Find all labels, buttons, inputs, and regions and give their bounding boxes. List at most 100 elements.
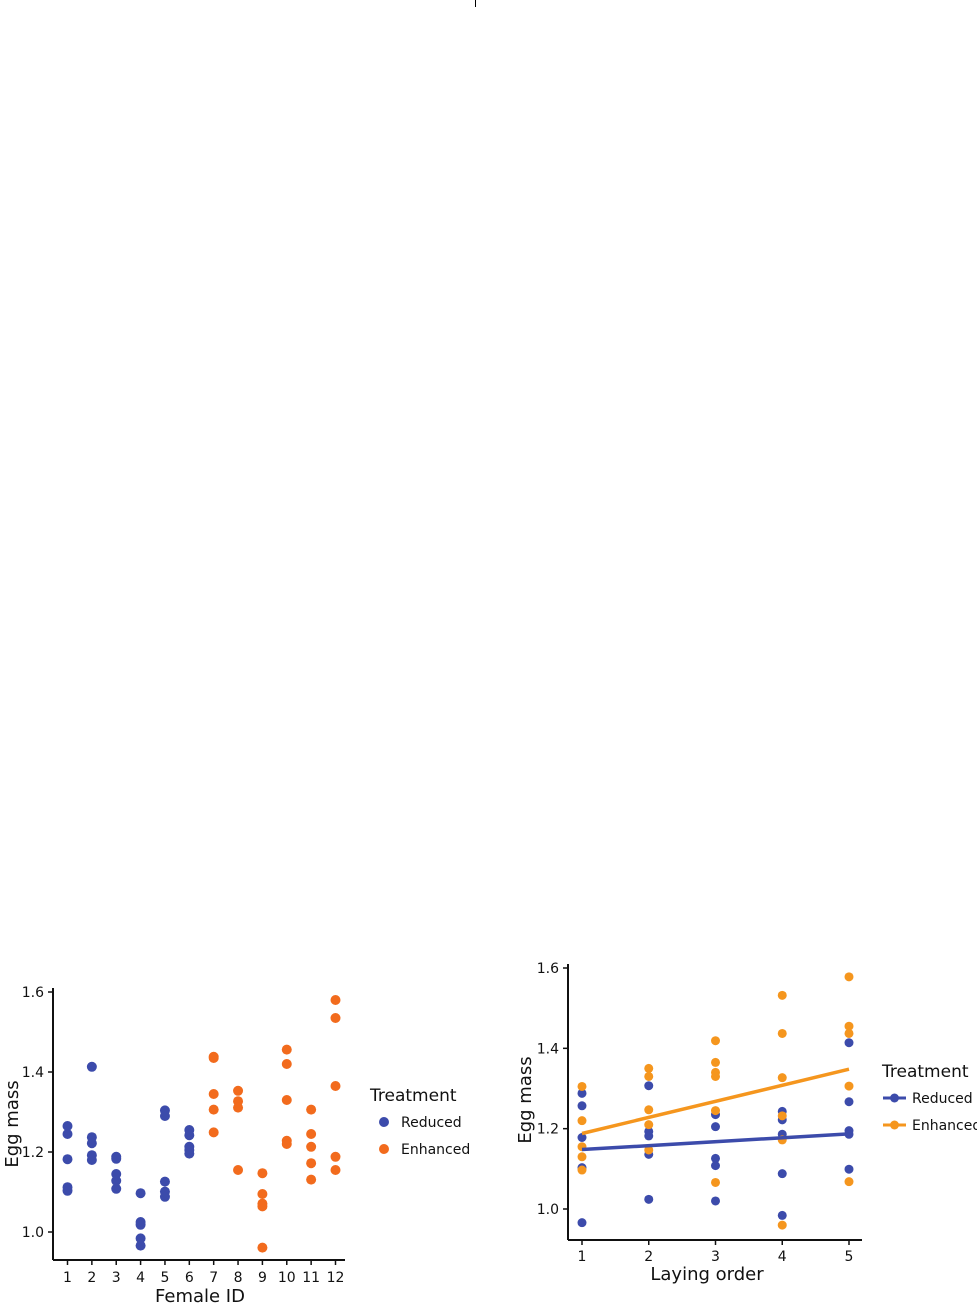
data-point-reduced xyxy=(577,1218,587,1228)
data-point-reduced xyxy=(644,1131,654,1141)
data-point-enhanced xyxy=(306,1129,317,1139)
legend-label-reduced: Reduced xyxy=(912,1091,973,1107)
data-point-reduced xyxy=(184,1148,195,1159)
data-point-enhanced xyxy=(777,1220,787,1230)
data-point-enhanced xyxy=(577,1081,587,1091)
data-point-enhanced xyxy=(711,1177,720,1187)
legend-marker-enhanced xyxy=(890,1120,899,1130)
data-point-enhanced xyxy=(644,1145,654,1155)
legend-marker-reduced xyxy=(379,1117,389,1127)
data-point-enhanced xyxy=(257,1201,268,1212)
data-point-reduced xyxy=(135,1219,146,1230)
data-point-enhanced xyxy=(777,1028,787,1038)
legend-marker-enhanced xyxy=(379,1144,389,1154)
x-tick-label: 5 xyxy=(160,1270,169,1286)
data-point-enhanced xyxy=(208,1104,219,1115)
y-tick-label: 1.4 xyxy=(22,1065,44,1081)
data-point-enhanced xyxy=(711,1106,720,1116)
x-tick-label: 4 xyxy=(136,1270,145,1286)
data-point-enhanced xyxy=(208,1127,219,1138)
x-tick-label: 9 xyxy=(258,1270,267,1286)
data-point-reduced xyxy=(159,1191,170,1202)
y-tick-label: 1.6 xyxy=(537,961,559,977)
data-point-enhanced xyxy=(233,1102,244,1113)
data-point-enhanced xyxy=(330,1013,341,1023)
y-tick-label: 1.0 xyxy=(537,1202,559,1218)
data-point-enhanced xyxy=(330,1165,341,1175)
y-tick-label: 1.2 xyxy=(22,1145,44,1161)
data-point-reduced xyxy=(777,1169,787,1179)
x-tick-label: 12 xyxy=(327,1270,345,1286)
y-axis-title: Egg mass xyxy=(2,1080,23,1167)
data-point-enhanced xyxy=(257,1189,268,1199)
data-point-enhanced xyxy=(281,1095,292,1105)
x-tick-label: 3 xyxy=(711,1249,720,1265)
data-point-reduced xyxy=(184,1130,195,1141)
x-tick-label: 2 xyxy=(87,1270,96,1286)
data-point-enhanced xyxy=(233,1165,244,1175)
data-point-reduced xyxy=(62,1154,73,1165)
data-point-enhanced xyxy=(330,995,341,1005)
data-point-reduced xyxy=(711,1196,720,1206)
data-point-enhanced xyxy=(777,1111,787,1121)
x-tick-label: 1 xyxy=(63,1270,72,1286)
data-point-enhanced xyxy=(306,1158,317,1169)
data-point-enhanced xyxy=(844,1081,854,1091)
data-point-enhanced xyxy=(233,1085,244,1096)
data-point-reduced xyxy=(135,1240,146,1251)
data-point-reduced xyxy=(135,1188,146,1199)
data-point-reduced xyxy=(86,1155,97,1165)
data-point-reduced xyxy=(111,1175,122,1186)
data-point-enhanced xyxy=(257,1242,268,1253)
data-point-enhanced xyxy=(281,1059,292,1069)
x-tick-label: 5 xyxy=(845,1249,854,1265)
y-tick-label: 1.2 xyxy=(537,1122,559,1138)
x-tick-label: 4 xyxy=(778,1249,787,1265)
data-point-enhanced xyxy=(711,1036,720,1046)
data-point-enhanced xyxy=(844,972,854,982)
data-point-enhanced xyxy=(644,1071,654,1081)
data-point-enhanced xyxy=(577,1116,587,1126)
data-point-reduced xyxy=(777,1210,787,1220)
y-tick-label: 1.6 xyxy=(22,985,44,1001)
x-axis-title: Laying order xyxy=(650,1264,764,1285)
x-tick-label: 7 xyxy=(209,1270,218,1286)
data-point-enhanced xyxy=(208,1089,219,1099)
data-point-reduced xyxy=(577,1088,587,1098)
trend-line-enhanced xyxy=(581,1067,850,1136)
legend-label-enhanced: Enhanced xyxy=(401,1142,470,1158)
data-point-enhanced xyxy=(777,990,787,1000)
data-point-reduced xyxy=(111,1183,122,1194)
trend-line-reduced xyxy=(581,1132,850,1152)
data-point-reduced xyxy=(577,1101,587,1111)
x-tick-label: 8 xyxy=(234,1270,243,1286)
data-point-reduced xyxy=(62,1121,73,1131)
data-point-enhanced xyxy=(644,1063,654,1073)
data-point-enhanced xyxy=(844,1028,854,1038)
data-point-reduced xyxy=(644,1081,654,1091)
data-point-reduced xyxy=(159,1111,170,1121)
data-point-reduced xyxy=(577,1133,587,1143)
x-tick-label: 1 xyxy=(578,1249,587,1265)
x-tick-label: 10 xyxy=(278,1270,296,1286)
data-point-enhanced xyxy=(306,1104,317,1115)
data-point-reduced xyxy=(62,1185,73,1196)
data-point-enhanced xyxy=(306,1141,317,1152)
data-point-reduced xyxy=(159,1176,170,1187)
data-point-enhanced xyxy=(330,1151,341,1162)
data-point-reduced xyxy=(711,1153,720,1163)
x-tick-label: 6 xyxy=(185,1270,194,1286)
legend-label-reduced: Reduced xyxy=(401,1115,462,1131)
data-point-enhanced xyxy=(644,1120,654,1130)
data-point-reduced xyxy=(711,1161,720,1171)
data-point-enhanced xyxy=(577,1152,587,1162)
data-point-enhanced xyxy=(281,1044,292,1055)
data-point-enhanced xyxy=(844,1177,854,1187)
data-point-reduced xyxy=(86,1061,97,1072)
data-point-enhanced xyxy=(577,1165,587,1175)
data-point-enhanced xyxy=(208,1053,219,1063)
x-axis-title: Female ID xyxy=(155,1286,245,1304)
legend-marker-reduced xyxy=(890,1093,899,1103)
y-axis-title: Egg mass xyxy=(515,1056,536,1143)
